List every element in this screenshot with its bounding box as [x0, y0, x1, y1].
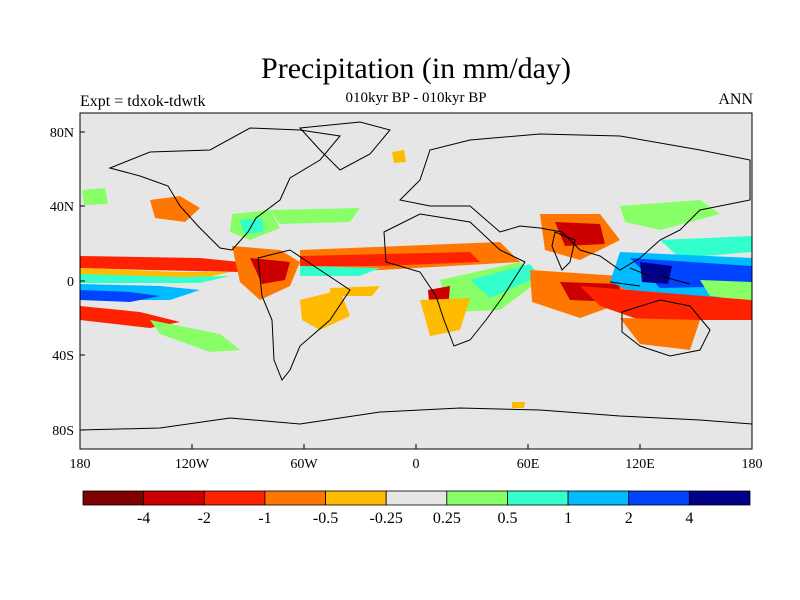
x-tick-labels: 180 120W 60W 0 60E 120E 180 — [70, 457, 763, 472]
anomaly-orange-patch — [420, 298, 470, 336]
y-tick-label: 80S — [52, 424, 74, 439]
colorbar-swatch — [688, 490, 751, 506]
anomaly-red-band — [80, 256, 240, 272]
anomaly-cyan-patch — [660, 236, 752, 258]
coast-greenland — [298, 121, 391, 171]
colorbar-label: 1 — [564, 510, 572, 527]
anomaly-red-patch — [555, 222, 605, 246]
coast-indonesia — [609, 267, 691, 287]
colorbar-label: -4 — [137, 510, 150, 527]
anomaly-orange-patch — [512, 402, 525, 408]
y-tick-label: 40N — [50, 200, 74, 215]
x-tick-label: 120W — [175, 457, 210, 472]
precip-anomaly-field — [80, 150, 752, 408]
coast-north-america — [108, 127, 341, 251]
anomaly-green-patch — [82, 188, 108, 205]
coastlines — [80, 121, 752, 431]
coast-africa — [383, 213, 526, 347]
x-tick-label: 60E — [517, 457, 540, 472]
colorbar-swatch — [446, 490, 508, 506]
colorbar-swatch — [264, 490, 326, 506]
colorbar-swatch — [567, 490, 630, 506]
colorbar-label: -0.5 — [313, 510, 338, 527]
colorbar-label: -1 — [258, 510, 271, 527]
x-tick-label: 120E — [625, 457, 655, 472]
anomaly-red-band — [300, 252, 480, 266]
colorbar-swatch — [143, 490, 205, 506]
coast-south-america — [257, 249, 351, 381]
anomaly-green-patch — [700, 280, 752, 300]
season-label: ANN — [718, 91, 753, 108]
colorbar — [82, 490, 751, 506]
y-tick-label: 80N — [50, 126, 74, 141]
anomaly-orange-patch — [330, 286, 380, 296]
colorbar-label: 0.5 — [497, 510, 517, 527]
x-tick-label: 180 — [70, 457, 91, 472]
plot-title: Precipitation (in mm/day) — [261, 52, 571, 85]
colorbar-swatch — [628, 490, 690, 506]
colorbar-label: 0.25 — [433, 510, 461, 527]
colorbar-labels: -4 -2 -1 -0.5 -0.25 0.25 0.5 1 2 4 — [137, 510, 693, 527]
colorbar-label: -2 — [198, 510, 211, 527]
anomaly-orange-patch — [300, 290, 350, 330]
colorbar-label: -0.25 — [370, 510, 403, 527]
x-tick-label: 60W — [290, 457, 318, 472]
anomaly-orange-patch — [620, 318, 700, 350]
coast-australia — [621, 299, 711, 357]
anomaly-cyan-band — [80, 274, 230, 283]
anomaly-orange-patch — [150, 196, 200, 222]
y-tick-label: 40S — [52, 349, 74, 364]
anomaly-cyan-band — [300, 266, 380, 276]
colorbar-label: 2 — [625, 510, 633, 527]
anomaly-navy-core — [640, 262, 672, 284]
anomaly-green-patch — [620, 200, 720, 230]
y-tick-labels: 80N 40N 0 40S 80S — [50, 126, 74, 439]
anomaly-green-band — [150, 320, 240, 352]
anomaly-cyan-patch — [470, 264, 540, 298]
colorbar-swatch — [507, 490, 569, 506]
colorbar-swatch — [385, 490, 448, 506]
plot-subtitle: 010kyr BP - 010kyr BP — [345, 90, 487, 106]
y-tick-label: 0 — [67, 275, 74, 290]
experiment-label: Expt = tdxok-tdwtk — [80, 93, 206, 110]
x-tick-label: 0 — [413, 457, 420, 472]
colorbar-label: 4 — [685, 510, 693, 527]
axis-ticks — [79, 131, 753, 449]
colorbar-swatch — [203, 490, 266, 506]
x-tick-label: 180 — [742, 457, 763, 472]
colorbar-swatch — [82, 490, 145, 506]
anomaly-green-patch — [270, 208, 360, 224]
coast-india — [551, 231, 576, 271]
anomaly-orange-patch — [392, 150, 406, 163]
coast-antarctica — [80, 407, 752, 431]
colorbar-swatch — [325, 490, 387, 506]
anomaly-darkblue-band — [80, 290, 160, 302]
coast-eurasia — [398, 133, 751, 271]
